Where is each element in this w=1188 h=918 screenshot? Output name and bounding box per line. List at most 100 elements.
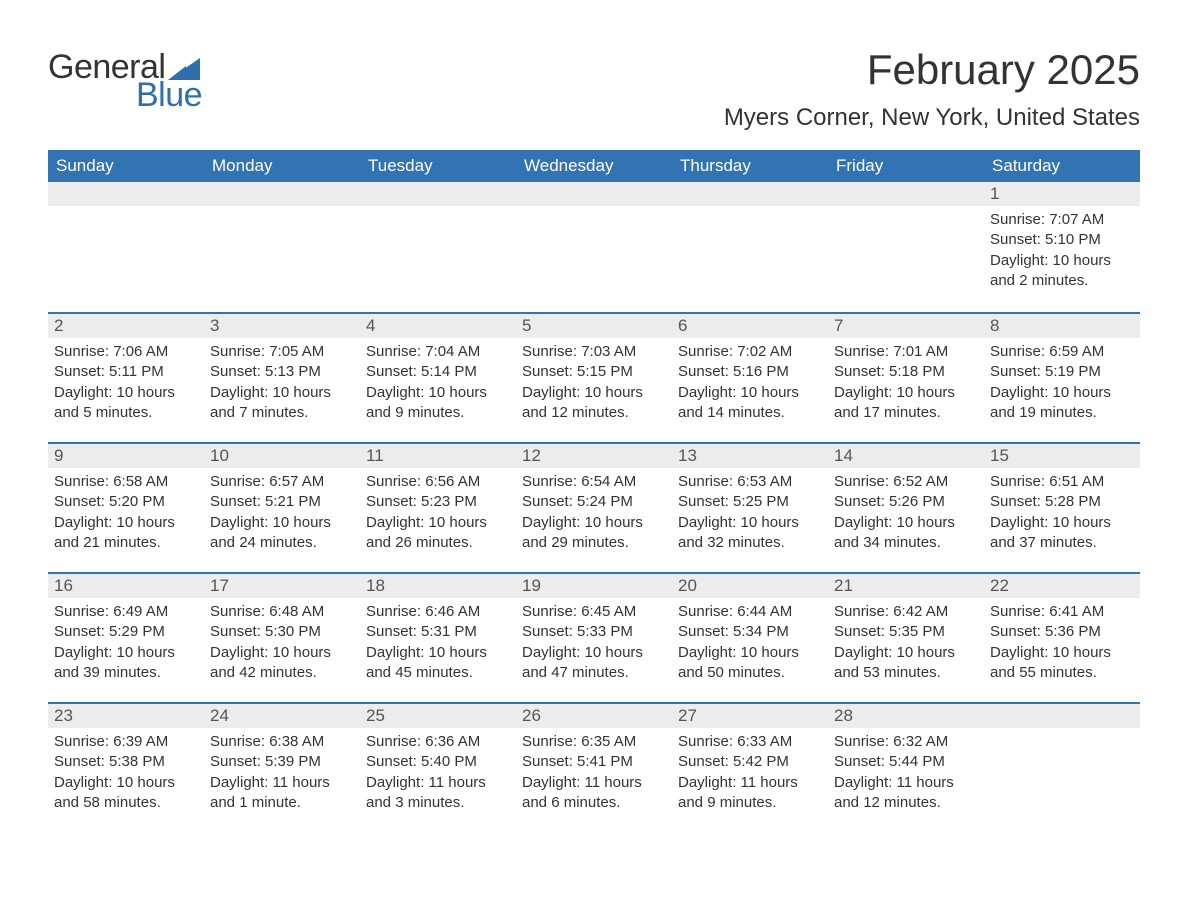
sunset-text: Sunset: 5:25 PM — [678, 492, 822, 512]
day-number: 16 — [48, 572, 204, 598]
day-details: Sunrise: 6:32 AMSunset: 5:44 PMDaylight:… — [828, 728, 984, 821]
calendar-cell: 7Sunrise: 7:01 AMSunset: 5:18 PMDaylight… — [828, 312, 984, 442]
sunset-text: Sunset: 5:35 PM — [834, 622, 978, 642]
day-number: 22 — [984, 572, 1140, 598]
day-number — [516, 182, 672, 206]
weekday-header: Tuesday — [360, 150, 516, 182]
daylight-text: Daylight: 10 hours and 12 minutes. — [522, 383, 666, 424]
day-details: Sunrise: 7:01 AMSunset: 5:18 PMDaylight:… — [828, 338, 984, 431]
sunrise-text: Sunrise: 6:44 AM — [678, 602, 822, 622]
calendar-cell — [516, 182, 672, 312]
daylight-text: Daylight: 11 hours and 3 minutes. — [366, 773, 510, 814]
day-details: Sunrise: 6:59 AMSunset: 5:19 PMDaylight:… — [984, 338, 1140, 431]
calendar-cell: 3Sunrise: 7:05 AMSunset: 5:13 PMDaylight… — [204, 312, 360, 442]
calendar-cell: 15Sunrise: 6:51 AMSunset: 5:28 PMDayligh… — [984, 442, 1140, 572]
sunset-text: Sunset: 5:29 PM — [54, 622, 198, 642]
day-details: Sunrise: 7:07 AMSunset: 5:10 PMDaylight:… — [984, 206, 1140, 299]
daylight-text: Daylight: 10 hours and 58 minutes. — [54, 773, 198, 814]
day-number: 19 — [516, 572, 672, 598]
calendar-cell: 25Sunrise: 6:36 AMSunset: 5:40 PMDayligh… — [360, 702, 516, 832]
daylight-text: Daylight: 10 hours and 34 minutes. — [834, 513, 978, 554]
day-number: 1 — [984, 182, 1140, 206]
day-details: Sunrise: 6:42 AMSunset: 5:35 PMDaylight:… — [828, 598, 984, 691]
day-details: Sunrise: 6:49 AMSunset: 5:29 PMDaylight:… — [48, 598, 204, 691]
daylight-text: Daylight: 10 hours and 2 minutes. — [990, 251, 1134, 292]
daylight-text: Daylight: 10 hours and 29 minutes. — [522, 513, 666, 554]
daylight-text: Daylight: 10 hours and 26 minutes. — [366, 513, 510, 554]
sunrise-text: Sunrise: 6:49 AM — [54, 602, 198, 622]
sunrise-text: Sunrise: 6:33 AM — [678, 732, 822, 752]
day-number: 9 — [48, 442, 204, 468]
calendar-cell: 4Sunrise: 7:04 AMSunset: 5:14 PMDaylight… — [360, 312, 516, 442]
daylight-text: Daylight: 10 hours and 19 minutes. — [990, 383, 1134, 424]
weekday-header: Wednesday — [516, 150, 672, 182]
daylight-text: Daylight: 10 hours and 24 minutes. — [210, 513, 354, 554]
day-number: 15 — [984, 442, 1140, 468]
sunrise-text: Sunrise: 6:36 AM — [366, 732, 510, 752]
day-details: Sunrise: 7:03 AMSunset: 5:15 PMDaylight:… — [516, 338, 672, 431]
day-details: Sunrise: 6:45 AMSunset: 5:33 PMDaylight:… — [516, 598, 672, 691]
calendar-cell: 1Sunrise: 7:07 AMSunset: 5:10 PMDaylight… — [984, 182, 1140, 312]
day-details: Sunrise: 6:39 AMSunset: 5:38 PMDaylight:… — [48, 728, 204, 821]
sunrise-text: Sunrise: 6:59 AM — [990, 342, 1134, 362]
calendar-cell: 10Sunrise: 6:57 AMSunset: 5:21 PMDayligh… — [204, 442, 360, 572]
day-number: 28 — [828, 702, 984, 728]
day-details: Sunrise: 7:05 AMSunset: 5:13 PMDaylight:… — [204, 338, 360, 431]
sunset-text: Sunset: 5:19 PM — [990, 362, 1134, 382]
sunrise-text: Sunrise: 6:35 AM — [522, 732, 666, 752]
day-details: Sunrise: 7:02 AMSunset: 5:16 PMDaylight:… — [672, 338, 828, 431]
calendar-cell: 16Sunrise: 6:49 AMSunset: 5:29 PMDayligh… — [48, 572, 204, 702]
day-number: 25 — [360, 702, 516, 728]
day-number — [828, 182, 984, 206]
day-details: Sunrise: 6:41 AMSunset: 5:36 PMDaylight:… — [984, 598, 1140, 691]
daylight-text: Daylight: 10 hours and 14 minutes. — [678, 383, 822, 424]
day-number: 7 — [828, 312, 984, 338]
sunset-text: Sunset: 5:20 PM — [54, 492, 198, 512]
day-number: 5 — [516, 312, 672, 338]
calendar-cell: 2Sunrise: 7:06 AMSunset: 5:11 PMDaylight… — [48, 312, 204, 442]
day-number: 10 — [204, 442, 360, 468]
day-details: Sunrise: 6:57 AMSunset: 5:21 PMDaylight:… — [204, 468, 360, 561]
daylight-text: Daylight: 10 hours and 21 minutes. — [54, 513, 198, 554]
calendar-cell: 14Sunrise: 6:52 AMSunset: 5:26 PMDayligh… — [828, 442, 984, 572]
day-details: Sunrise: 6:33 AMSunset: 5:42 PMDaylight:… — [672, 728, 828, 821]
day-number — [204, 182, 360, 206]
calendar-cell — [204, 182, 360, 312]
calendar-cell — [48, 182, 204, 312]
daylight-text: Daylight: 10 hours and 7 minutes. — [210, 383, 354, 424]
day-number: 2 — [48, 312, 204, 338]
calendar-cell: 23Sunrise: 6:39 AMSunset: 5:38 PMDayligh… — [48, 702, 204, 832]
weekday-header: Saturday — [984, 150, 1140, 182]
day-number: 21 — [828, 572, 984, 598]
day-details: Sunrise: 6:52 AMSunset: 5:26 PMDaylight:… — [828, 468, 984, 561]
daylight-text: Daylight: 11 hours and 9 minutes. — [678, 773, 822, 814]
daylight-text: Daylight: 10 hours and 9 minutes. — [366, 383, 510, 424]
sunset-text: Sunset: 5:38 PM — [54, 752, 198, 772]
calendar-cell: 9Sunrise: 6:58 AMSunset: 5:20 PMDaylight… — [48, 442, 204, 572]
sunrise-text: Sunrise: 7:07 AM — [990, 210, 1134, 230]
day-number: 27 — [672, 702, 828, 728]
calendar-cell: 8Sunrise: 6:59 AMSunset: 5:19 PMDaylight… — [984, 312, 1140, 442]
sunrise-text: Sunrise: 6:45 AM — [522, 602, 666, 622]
day-number: 23 — [48, 702, 204, 728]
day-number: 20 — [672, 572, 828, 598]
calendar-cell — [360, 182, 516, 312]
calendar-cell: 17Sunrise: 6:48 AMSunset: 5:30 PMDayligh… — [204, 572, 360, 702]
calendar-cell: 5Sunrise: 7:03 AMSunset: 5:15 PMDaylight… — [516, 312, 672, 442]
sunrise-text: Sunrise: 6:57 AM — [210, 472, 354, 492]
daylight-text: Daylight: 11 hours and 1 minute. — [210, 773, 354, 814]
sunset-text: Sunset: 5:18 PM — [834, 362, 978, 382]
day-details: Sunrise: 6:58 AMSunset: 5:20 PMDaylight:… — [48, 468, 204, 561]
day-number — [984, 702, 1140, 728]
daylight-text: Daylight: 10 hours and 45 minutes. — [366, 643, 510, 684]
daylight-text: Daylight: 10 hours and 53 minutes. — [834, 643, 978, 684]
weekday-header: Thursday — [672, 150, 828, 182]
logo-text-blue: Blue — [136, 78, 202, 112]
sunset-text: Sunset: 5:14 PM — [366, 362, 510, 382]
sunset-text: Sunset: 5:44 PM — [834, 752, 978, 772]
day-number: 13 — [672, 442, 828, 468]
weekday-header: Sunday — [48, 150, 204, 182]
page-title: February 2025 — [724, 46, 1140, 94]
sunrise-text: Sunrise: 6:46 AM — [366, 602, 510, 622]
sunrise-text: Sunrise: 6:48 AM — [210, 602, 354, 622]
